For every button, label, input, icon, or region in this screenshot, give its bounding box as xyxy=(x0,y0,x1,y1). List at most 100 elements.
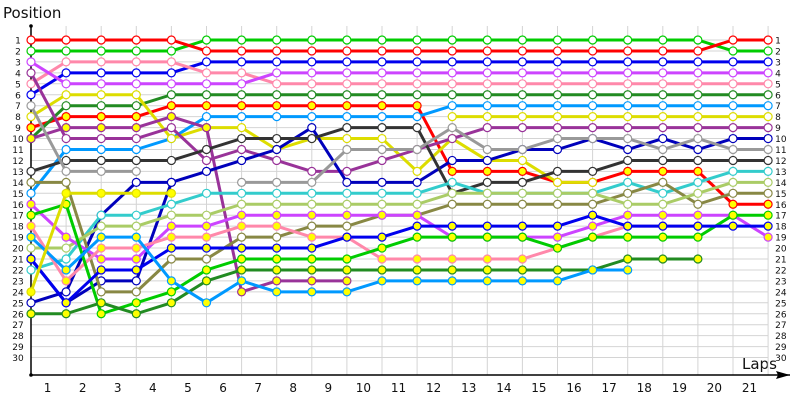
svg-text:4: 4 xyxy=(775,69,781,79)
series-sky-blue xyxy=(26,101,773,198)
svg-text:11: 11 xyxy=(12,146,23,156)
svg-text:8: 8 xyxy=(775,113,781,123)
svg-text:13: 13 xyxy=(775,168,786,178)
svg-text:14: 14 xyxy=(12,179,24,189)
svg-text:27: 27 xyxy=(12,321,23,331)
svg-text:17: 17 xyxy=(775,212,786,222)
svg-text:5: 5 xyxy=(184,381,192,395)
svg-text:7: 7 xyxy=(254,381,262,395)
svg-text:22: 22 xyxy=(775,266,786,276)
series-pink xyxy=(26,57,773,89)
svg-text:15: 15 xyxy=(531,381,546,395)
svg-text:9: 9 xyxy=(775,124,781,134)
series-purple xyxy=(26,112,352,297)
series-gray xyxy=(26,101,773,187)
series-red xyxy=(26,101,773,209)
svg-text:21: 21 xyxy=(775,256,786,266)
svg-text:27: 27 xyxy=(775,321,786,331)
svg-text:15: 15 xyxy=(12,190,23,200)
svg-text:29: 29 xyxy=(775,343,787,353)
svg-text:10: 10 xyxy=(356,381,371,395)
svg-text:7: 7 xyxy=(775,102,781,112)
svg-text:29: 29 xyxy=(12,343,24,353)
svg-text:23: 23 xyxy=(12,277,23,287)
svg-text:9: 9 xyxy=(15,124,21,134)
series-violet xyxy=(26,57,773,89)
svg-text:19: 19 xyxy=(775,234,787,244)
svg-text:26: 26 xyxy=(12,310,24,320)
svg-text:24: 24 xyxy=(12,288,24,298)
svg-text:20: 20 xyxy=(707,381,722,395)
series-dark-green xyxy=(26,90,773,144)
svg-text:3: 3 xyxy=(775,58,781,68)
svg-text:1: 1 xyxy=(44,381,52,395)
svg-text:20: 20 xyxy=(12,245,24,255)
svg-text:15: 15 xyxy=(775,190,786,200)
svg-text:13: 13 xyxy=(12,168,23,178)
svg-text:25: 25 xyxy=(12,299,23,309)
x-tick-labels: 1 2 3 4 5 6 7 8 9 10 11 12 13 14 15 16 17 18 19 20 21 xyxy=(44,381,757,395)
series-azure xyxy=(26,232,633,308)
svg-text:2: 2 xyxy=(79,381,87,395)
svg-text:9: 9 xyxy=(325,381,333,395)
chart-title: Position xyxy=(3,4,62,22)
svg-text:16: 16 xyxy=(12,201,24,211)
svg-text:26: 26 xyxy=(775,310,787,320)
svg-text:10: 10 xyxy=(775,135,787,145)
svg-text:2: 2 xyxy=(15,47,21,57)
series-light-green xyxy=(26,177,773,253)
svg-text:5: 5 xyxy=(775,80,781,90)
svg-text:17: 17 xyxy=(602,381,617,395)
svg-text:25: 25 xyxy=(775,299,786,309)
svg-text:3: 3 xyxy=(114,381,122,395)
grid-lines xyxy=(31,26,769,375)
svg-text:8: 8 xyxy=(289,381,297,395)
svg-text:13: 13 xyxy=(461,381,476,395)
svg-text:6: 6 xyxy=(219,381,227,395)
svg-text:17: 17 xyxy=(12,212,23,222)
svg-text:16: 16 xyxy=(775,201,787,211)
svg-text:30: 30 xyxy=(775,354,787,364)
svg-text:19: 19 xyxy=(672,381,687,395)
svg-text:14: 14 xyxy=(496,381,511,395)
series-charcoal xyxy=(26,122,773,198)
svg-text:18: 18 xyxy=(775,223,787,233)
series-blue xyxy=(26,57,773,100)
series-green xyxy=(26,35,773,56)
svg-text:8: 8 xyxy=(15,113,21,123)
svg-text:12: 12 xyxy=(426,381,441,395)
svg-text:20: 20 xyxy=(775,245,787,255)
svg-text:3: 3 xyxy=(15,58,21,68)
series-lemon xyxy=(26,188,176,297)
svg-text:28: 28 xyxy=(12,332,24,342)
series-red-leader xyxy=(26,35,773,56)
svg-text:28: 28 xyxy=(775,332,787,342)
svg-text:11: 11 xyxy=(775,146,786,156)
svg-text:2: 2 xyxy=(775,47,781,57)
series-lines xyxy=(26,35,773,319)
svg-text:18: 18 xyxy=(637,381,652,395)
svg-text:23: 23 xyxy=(775,277,786,287)
svg-text:7: 7 xyxy=(15,102,21,112)
svg-text:6: 6 xyxy=(775,91,781,101)
svg-text:24: 24 xyxy=(775,288,787,298)
svg-text:1: 1 xyxy=(775,37,781,47)
svg-text:12: 12 xyxy=(775,157,786,167)
svg-text:4: 4 xyxy=(149,381,157,395)
svg-text:11: 11 xyxy=(391,381,406,395)
svg-text:5: 5 xyxy=(15,80,21,90)
svg-text:1: 1 xyxy=(15,37,21,47)
svg-text:16: 16 xyxy=(566,381,581,395)
svg-text:18: 18 xyxy=(12,223,24,233)
svg-text:12: 12 xyxy=(12,157,23,167)
series-yellow-2 xyxy=(447,112,773,122)
svg-text:10: 10 xyxy=(12,135,24,145)
svg-text:14: 14 xyxy=(775,179,787,189)
svg-text:21: 21 xyxy=(12,256,23,266)
svg-text:19: 19 xyxy=(12,234,24,244)
series-bright-green xyxy=(26,199,773,319)
svg-text:22: 22 xyxy=(12,266,23,276)
svg-text:21: 21 xyxy=(742,381,757,395)
